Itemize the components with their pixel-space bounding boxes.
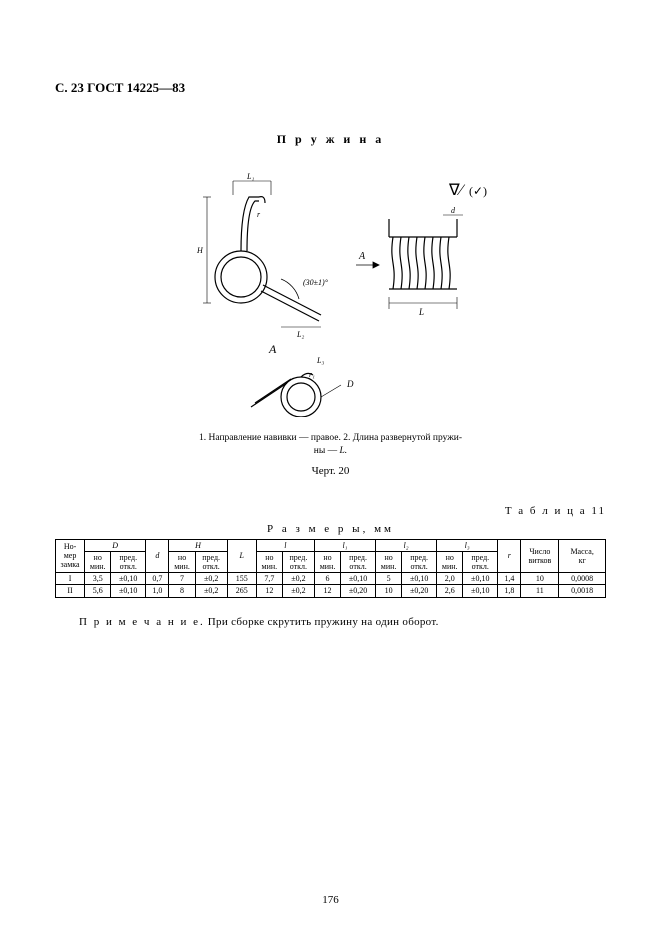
cell: 11 [521,585,559,597]
th-d: d [146,539,169,573]
label-d: d [451,206,456,215]
cell: ±0,10 [402,573,437,585]
th-l-nom: номин. [256,551,282,572]
label-r1: r₁ [309,370,315,379]
checkmark-icon: (✓) [469,184,487,198]
cell: ±0,10 [111,573,146,585]
label-L: L [418,307,424,317]
caption-line2a: ны — [314,446,340,456]
th-H: H [169,539,227,551]
cell: 2,0 [437,573,463,585]
cell: 6 [314,573,340,585]
caption-line1: 1. Направление навивки — правое. 2. Длин… [199,433,462,443]
figure-number: Черт. 20 [171,465,491,477]
caption-line2b: L. [340,446,348,456]
th-l-tol: пред.откл. [282,551,314,572]
cell: ±0,10 [341,573,376,585]
cell: 3,5 [85,573,111,585]
cell: 1,0 [146,585,169,597]
th-H-nom: номин. [169,551,195,572]
label-A-arrow: A [358,251,366,262]
th-mass: Масса,кг [559,539,606,573]
label-L3: L₃ [316,356,324,365]
th-l3-tol: пред.откл. [463,551,498,572]
cell: ±0,20 [341,585,376,597]
label-r: r [257,210,261,219]
th-lock: Но-мерзамка [56,539,85,573]
surface-triangle-icon: ∇⁄ [448,182,466,199]
label-L2: L₂ [296,330,304,339]
th-l3: l₃ [437,539,498,551]
table-row: II 5,6 ±0,10 1,0 8 ±0,2 265 12 ±0,2 12 ±… [56,585,606,597]
note-text: При сборке скрутить пружину на один обор… [205,616,439,628]
cell: II [56,585,85,597]
cell: 12 [256,585,282,597]
cell: 0,0008 [559,573,606,585]
cell: ±0,10 [463,585,498,597]
note-prefix: П р и м е ч а н и е. [79,616,205,628]
label-H: H [196,246,204,255]
cell: 10 [376,585,402,597]
cell: I [56,573,85,585]
figure-caption: 1. Направление навивки — правое. 2. Длин… [171,432,491,459]
cell: ±0,20 [402,585,437,597]
th-turns: Числовитков [521,539,559,573]
cell: 0,0018 [559,585,606,597]
cell: 7 [169,573,195,585]
th-L: L [227,539,256,573]
note: П р и м е ч а н и е. При сборке скрутить… [55,616,606,628]
cell: ±0,2 [282,585,314,597]
cell: 12 [314,585,340,597]
cell: 10 [521,573,559,585]
cell: 265 [227,585,256,597]
spring-figure: L₁ H r L₂ (30±1)° A [171,167,491,477]
th-l3-nom: номин. [437,551,463,572]
cell: ±0,10 [111,585,146,597]
th-H-tol: пред.откл. [195,551,227,572]
cell: 1,4 [498,573,521,585]
th-l1: l₁ [314,539,375,551]
cell: ±0,2 [195,573,227,585]
th-l2-tol: пред.откл. [402,551,437,572]
spring-title: П р у ж и н а [55,132,606,147]
cell: ±0,10 [463,573,498,585]
th-l2-nom: номин. [376,551,402,572]
cell: 8 [169,585,195,597]
th-D: D [85,539,146,551]
cell: 155 [227,573,256,585]
dimensions-table: Но-мерзамка D d H L l l₁ l₂ l₃ r Числови… [55,539,606,598]
label-angle: (30±1)° [303,278,329,287]
cell: 2,6 [437,585,463,597]
th-l1-nom: номин. [314,551,340,572]
table-row: I 3,5 ±0,10 0,7 7 ±0,2 155 7,7 ±0,2 6 ±0… [56,573,606,585]
cell: ±0,2 [282,573,314,585]
cell: 5 [376,573,402,585]
cell: 7,7 [256,573,282,585]
label-D: D [346,379,354,389]
th-l: l [256,539,314,551]
page-header: С. 23 ГОСТ 14225—83 [55,80,606,96]
page-number: 176 [0,894,661,906]
th-l1-tol: пред.откл. [341,551,376,572]
cell: 1,8 [498,585,521,597]
label-A-view: A [268,342,277,356]
dimensions-title: Р а з м е р ы, мм [55,523,606,535]
th-D-tol: пред.откл. [111,551,146,572]
th-r: r [498,539,521,573]
label-L1: L₁ [246,172,254,181]
table-label: Т а б л и ц а 11 [55,505,606,517]
cell: 5,6 [85,585,111,597]
th-D-nom: номин. [85,551,111,572]
cell: ±0,2 [195,585,227,597]
cell: 0,7 [146,573,169,585]
th-l2: l₂ [376,539,437,551]
